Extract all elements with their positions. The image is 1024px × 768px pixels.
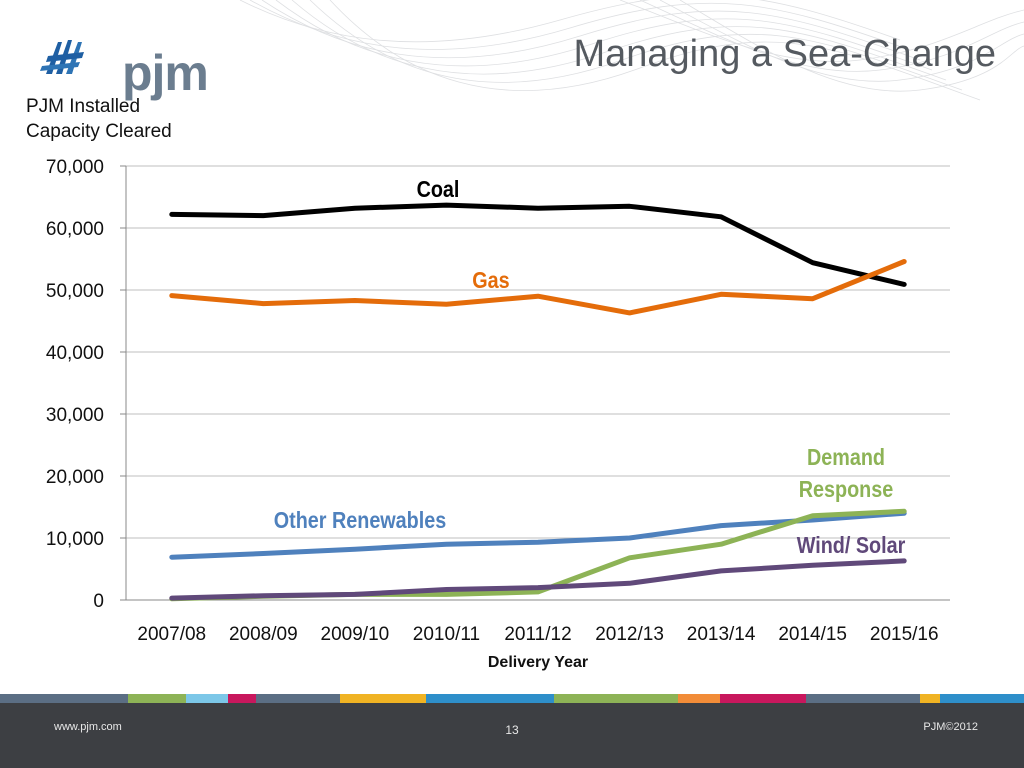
footer-color-stripe bbox=[0, 694, 1024, 703]
x-axis-label: Delivery Year bbox=[488, 654, 588, 671]
series-label-gas: Gas bbox=[472, 268, 509, 294]
chart-caption: PJM Installed Capacity Cleared bbox=[26, 94, 226, 144]
y-tick-label: 50,000 bbox=[46, 281, 104, 302]
y-tick-label: 70,000 bbox=[46, 157, 104, 178]
series-label-wind-solar: Wind/ Solar bbox=[797, 533, 906, 559]
footer-website: www.pjm.com bbox=[54, 721, 122, 733]
series-label-demand-response: Demand bbox=[807, 445, 885, 471]
x-tick-label: 2014/15 bbox=[778, 624, 847, 645]
y-tick-label: 30,000 bbox=[46, 405, 104, 426]
x-tick-label: 2008/09 bbox=[229, 624, 298, 645]
y-tick-label: 40,000 bbox=[46, 343, 104, 364]
series-line-other-renewables bbox=[169, 510, 907, 560]
chart-caption-line-2: Capacity Cleared bbox=[26, 121, 172, 142]
background-swirl-decoration bbox=[239, 0, 1024, 101]
pjm-logo: pjm bbox=[36, 28, 209, 98]
pjm-flag-mark-icon bbox=[40, 40, 84, 74]
y-tick-label: 20,000 bbox=[46, 467, 104, 488]
x-tick-label: 2013/14 bbox=[687, 624, 756, 645]
series-line-wind-solar bbox=[169, 558, 907, 601]
series-line-coal bbox=[169, 202, 907, 287]
logo-wordmark: pjm bbox=[122, 45, 209, 101]
series-label-coal: Coal bbox=[417, 177, 460, 203]
footer-bar: www.pjm.com 13 PJM©2012 bbox=[0, 703, 1024, 768]
series-label-other-renewables: Other Renewables bbox=[274, 508, 447, 534]
slide-title: Managing a Sea-Change bbox=[573, 33, 996, 75]
x-tick-label: 2011/12 bbox=[504, 624, 571, 645]
y-tick-label: 60,000 bbox=[46, 219, 104, 240]
x-tick-label: 2007/08 bbox=[137, 624, 206, 645]
y-tick-label: 0 bbox=[93, 591, 104, 612]
series-line-gas bbox=[169, 259, 907, 316]
x-tick-label: 2012/13 bbox=[595, 624, 664, 645]
x-tick-label: 2010/11 bbox=[413, 624, 480, 645]
y-tick-label: 10,000 bbox=[46, 529, 104, 550]
footer-copyright: PJM©2012 bbox=[923, 721, 978, 733]
x-tick-label: 2009/10 bbox=[321, 624, 390, 645]
x-tick-label: 2015/16 bbox=[870, 624, 939, 645]
series-label-demand-response: Response bbox=[799, 477, 894, 503]
chart-caption-line-1: PJM Installed bbox=[26, 96, 141, 117]
capacity-line-chart: 0 10,000 20,000 30,000 40,000 50,000 60,000 70,… bbox=[46, 157, 950, 671]
page-number: 13 bbox=[505, 723, 519, 737]
